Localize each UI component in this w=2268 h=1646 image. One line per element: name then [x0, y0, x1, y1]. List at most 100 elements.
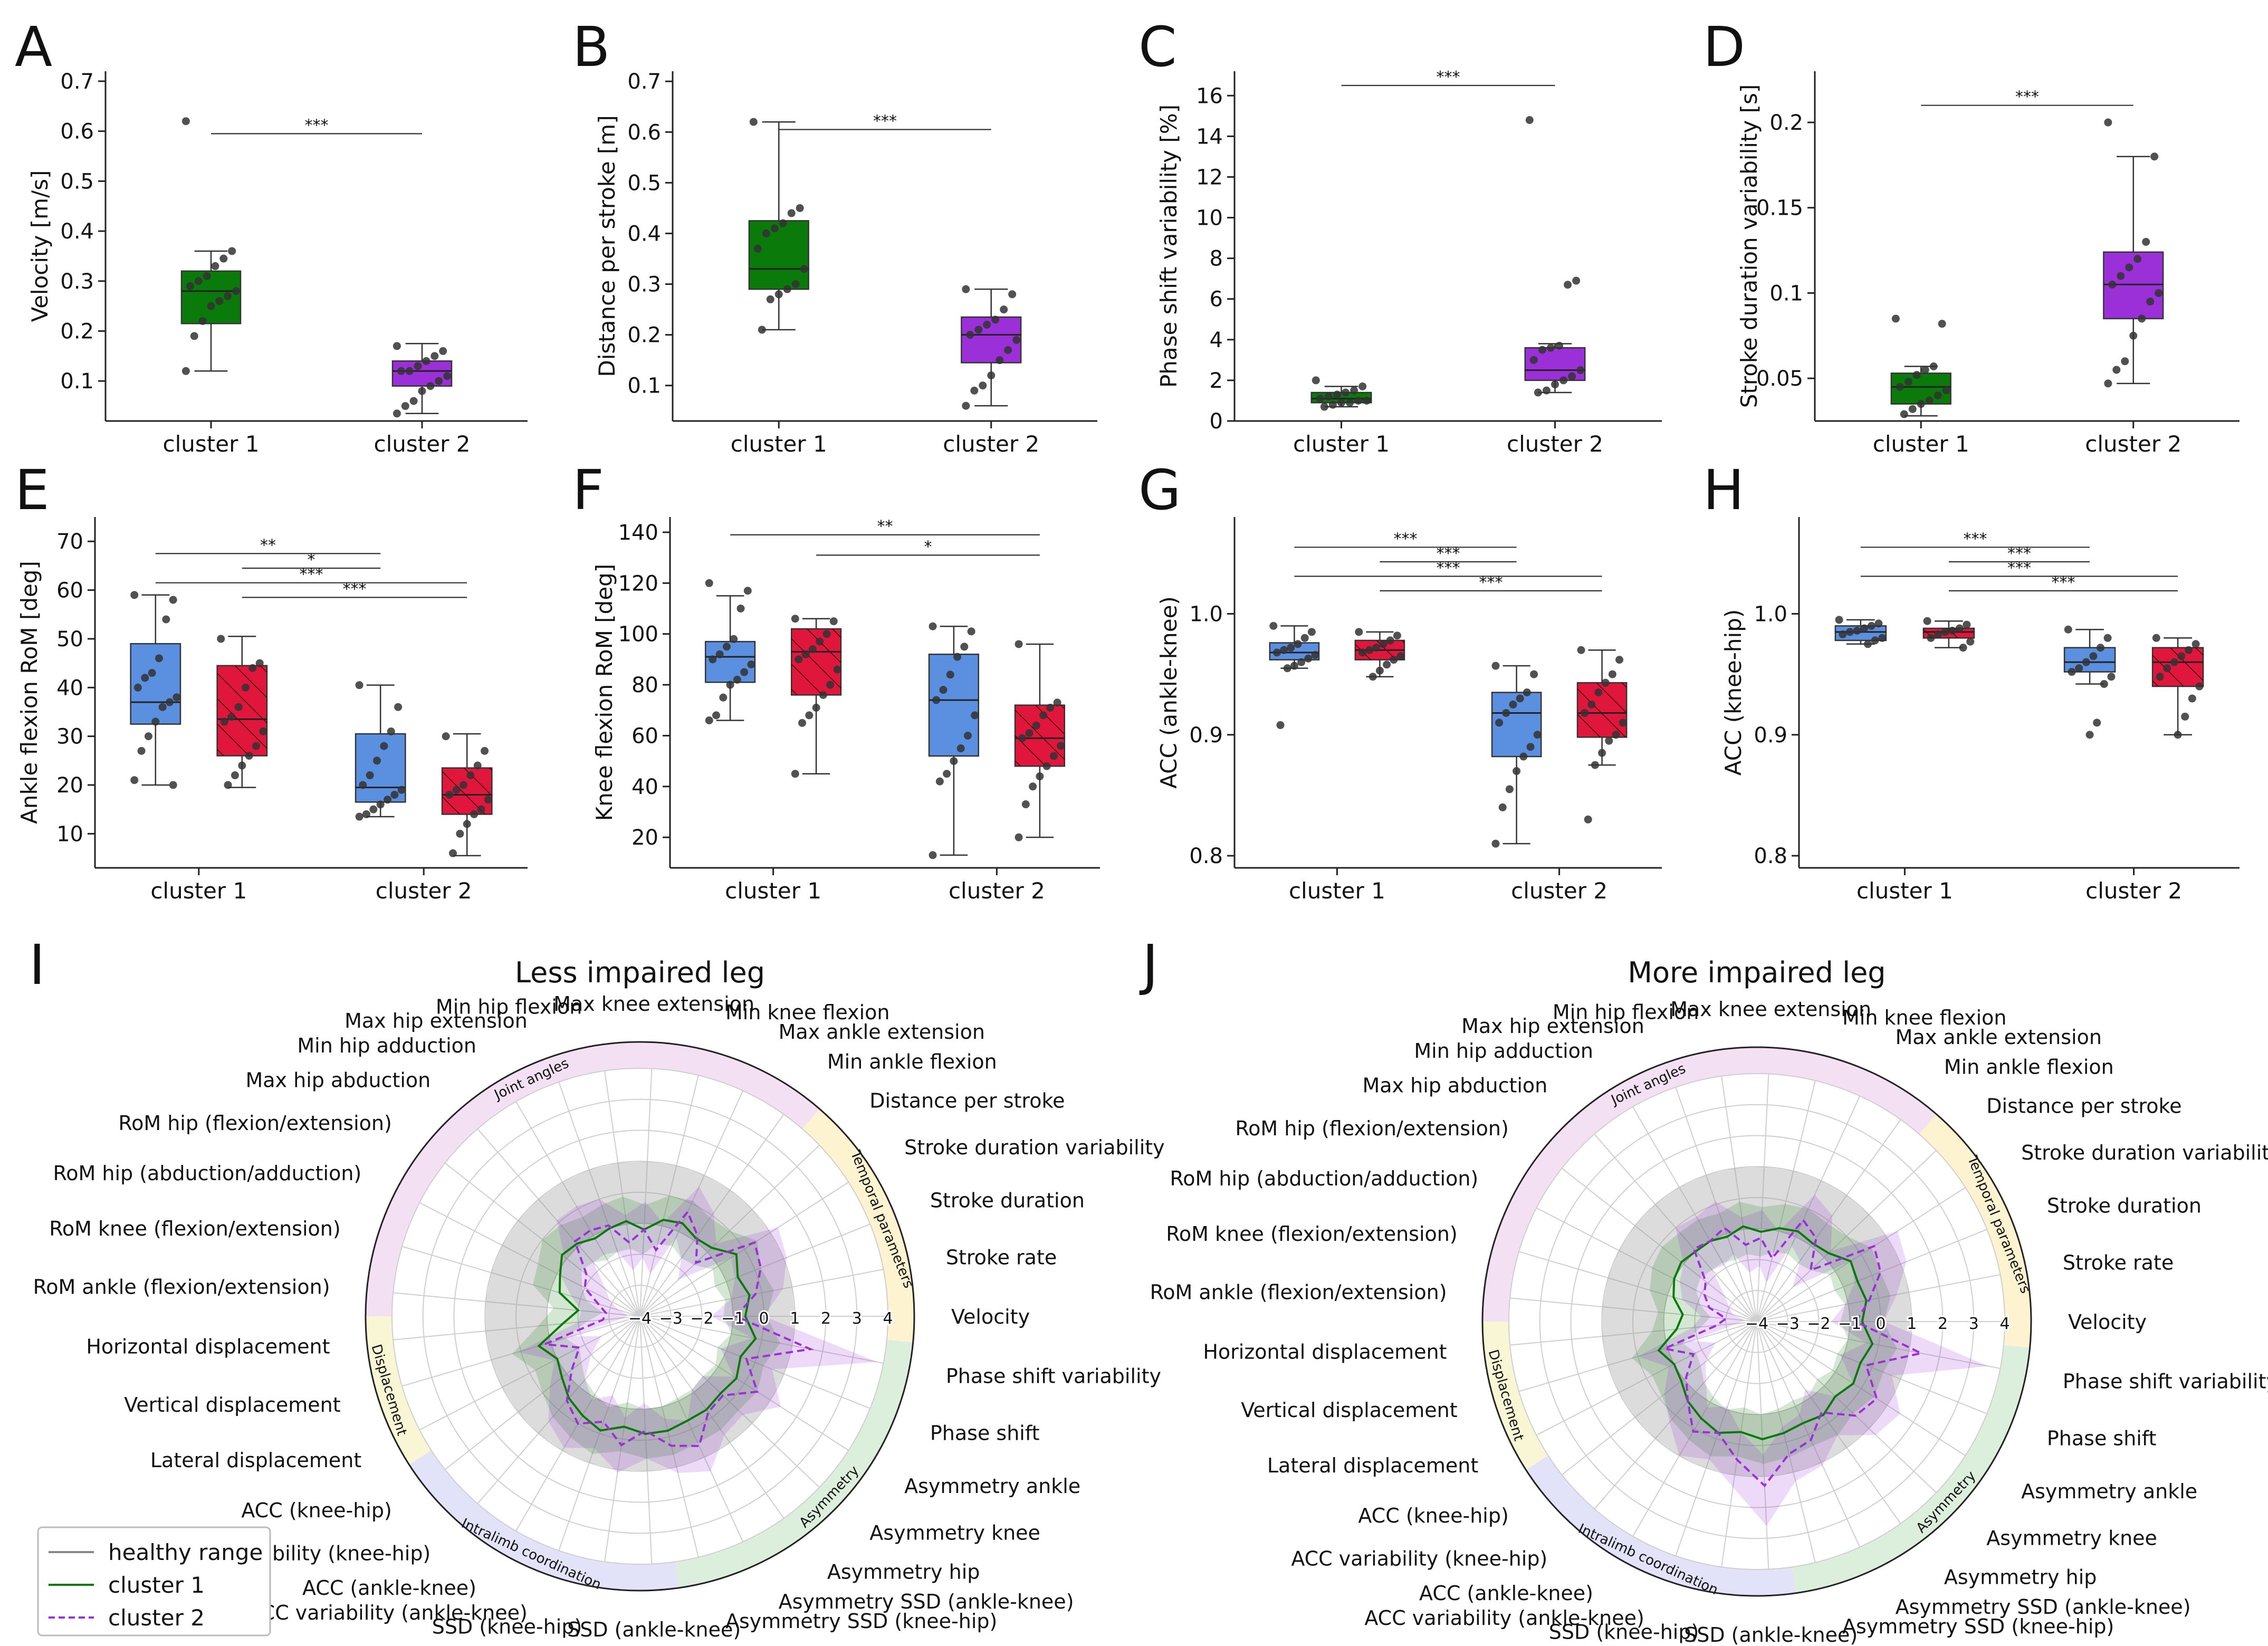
data-point	[224, 292, 232, 300]
data-point	[1891, 314, 1900, 323]
data-point	[1896, 382, 1904, 391]
data-point	[1878, 634, 1887, 642]
data-point	[1505, 785, 1514, 793]
data-point	[726, 681, 734, 689]
data-point	[1355, 628, 1363, 636]
y-tick-label: 0.5	[60, 169, 94, 194]
data-point	[1587, 700, 1596, 709]
panel-label-f: F	[572, 458, 604, 522]
data-point	[1008, 290, 1017, 299]
y-tick-label: 0.4	[627, 222, 661, 246]
radar-spoke	[639, 1269, 884, 1317]
data-point	[956, 744, 965, 753]
data-point	[355, 681, 363, 690]
data-point	[169, 596, 177, 604]
data-point	[1036, 772, 1044, 781]
box-group-4	[441, 732, 493, 857]
data-point	[1375, 666, 1384, 675]
significance-label: ***	[300, 566, 323, 584]
axis-label: Stroke rate	[946, 1246, 1057, 1269]
radar-spoke	[1756, 1321, 1937, 1494]
data-point	[387, 727, 395, 735]
data-point	[1502, 709, 1510, 717]
x-tick-label: cluster 1	[731, 431, 827, 457]
axis-label: SSD (knee-hip)	[1549, 1621, 1699, 1644]
radar-spoke	[639, 1316, 849, 1451]
data-point	[1871, 636, 1879, 645]
data-point	[805, 711, 814, 720]
axis-label: RoM hip (abduction/adduction)	[53, 1162, 362, 1185]
data-point	[1927, 634, 1935, 642]
axis-label: Lateral displacement	[1267, 1454, 1478, 1477]
data-point	[1581, 709, 1589, 717]
data-point	[194, 277, 203, 285]
legend: healthy range cluster 1 cluster 2	[37, 1526, 271, 1637]
data-point	[148, 669, 156, 677]
data-point	[791, 280, 800, 289]
significance-label: ***	[1437, 544, 1460, 563]
data-point	[1526, 743, 1535, 751]
data-point	[1015, 833, 1023, 841]
significance-label: ***	[1479, 573, 1503, 592]
y-tick-label: 0.7	[60, 70, 94, 94]
data-point	[1320, 403, 1328, 411]
y-tick-label: 70	[56, 530, 83, 554]
data-point	[1955, 624, 1964, 633]
data-point	[2195, 682, 2204, 691]
radar-spoke	[1518, 1321, 1757, 1392]
data-point	[1904, 378, 1912, 386]
data-point	[390, 790, 399, 799]
y-tick-label: 120	[618, 571, 658, 596]
box-group-2	[1922, 617, 1975, 652]
y-tick-label: 20	[631, 826, 658, 850]
y-tick-label: 0.9	[1754, 723, 1787, 748]
significance-label: ***	[873, 112, 897, 131]
radar-spoke	[1632, 1321, 1757, 1537]
radar-spoke	[393, 1316, 640, 1341]
axis-label: SSD (knee-hip)	[432, 1615, 582, 1639]
data-point	[473, 761, 482, 770]
data-point	[950, 757, 958, 765]
data-point	[2089, 652, 2098, 661]
radar-spoke	[477, 1316, 640, 1504]
data-point	[1379, 640, 1387, 648]
axis-label: Phase shift	[930, 1422, 1040, 1445]
data-point	[130, 591, 139, 599]
data-point	[758, 326, 766, 334]
data-point	[791, 770, 799, 778]
axis-label: RoM ankle (flexion/extension)	[33, 1276, 330, 1299]
data-point	[1845, 628, 1854, 636]
radar-spoke	[1756, 1119, 1901, 1322]
y-tick-label: 0.2	[1769, 111, 1803, 135]
radar-spoke	[639, 1316, 884, 1364]
significance-label: ***	[305, 116, 329, 135]
data-point	[228, 247, 236, 255]
data-point	[1568, 372, 1576, 380]
data-point	[801, 650, 810, 658]
box-group-4	[2151, 634, 2204, 739]
data-point	[1942, 386, 1950, 395]
data-point	[1491, 662, 1500, 670]
data-point	[362, 810, 370, 818]
data-point	[2129, 331, 2138, 340]
significance-bar: *	[242, 551, 381, 569]
radar-spoke	[1536, 1207, 1757, 1322]
y-tick-label: 0.15	[1756, 196, 1803, 221]
data-point	[456, 829, 464, 838]
axis-label: Min knee flexion	[1842, 1006, 2006, 1029]
axis-label: Lateral displacement	[150, 1449, 361, 1472]
radar-spoke	[1756, 1321, 1966, 1456]
box-group-1	[130, 591, 181, 789]
data-point	[405, 367, 414, 375]
radar-spoke	[639, 1316, 653, 1564]
axis-label: Stroke rate	[2063, 1251, 2174, 1275]
radial-tick-label: −1	[721, 1309, 744, 1328]
data-point	[1619, 719, 1627, 727]
axis-label: SSD (ankle-knee)	[1684, 1623, 1858, 1646]
data-point	[238, 761, 246, 770]
radial-tick-label: 3	[852, 1309, 862, 1328]
data-point	[1393, 631, 1401, 640]
significance-bar: *	[816, 538, 1040, 556]
data-point	[426, 382, 435, 390]
radar-spoke	[401, 1316, 640, 1387]
